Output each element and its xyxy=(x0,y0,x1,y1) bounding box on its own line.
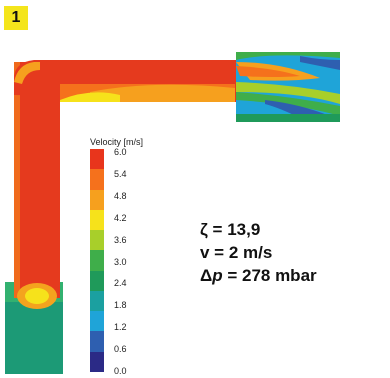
legend-swatch xyxy=(90,351,104,372)
legend-tick-label: 3.6 xyxy=(114,234,127,245)
legend-color-scale xyxy=(90,149,104,372)
legend-tick-label: 4.8 xyxy=(114,190,127,201)
legend-tick-label: 1.2 xyxy=(114,322,127,333)
legend-tick-label: 1.8 xyxy=(114,300,127,311)
legend-swatch xyxy=(90,209,104,231)
legend-swatch xyxy=(90,311,104,332)
legend-swatch xyxy=(90,149,104,170)
legend-tick-label: 0.6 xyxy=(114,344,127,355)
legend-tick-label: 3.0 xyxy=(114,256,127,267)
legend-swatch xyxy=(90,290,104,312)
legend-title: Velocity [m/s] xyxy=(90,137,144,147)
zeta-value: ζ = 13,9 xyxy=(200,220,261,239)
legend-labels: 6.0 5.4 4.8 4.2 3.6 3.0 2.4 1.8 1.2 0.6 0.0 xyxy=(114,147,144,376)
legend-swatch xyxy=(90,230,104,251)
legend-tick-label: 0.0 xyxy=(114,366,127,376)
legend-tick-label: 4.2 xyxy=(114,212,127,223)
results-block: ζ = 13,9 v = 2 m/s Δp = 278 mbar xyxy=(200,218,317,287)
legend-swatch xyxy=(90,270,104,291)
legend-tick-label: 5.4 xyxy=(114,168,127,179)
legend-swatch xyxy=(90,169,104,190)
velocity-value: v = 2 m/s xyxy=(200,243,273,262)
figure-number-badge: 1 xyxy=(4,6,28,30)
legend-tick-label: 6.0 xyxy=(114,147,127,157)
legend-tick-label: 2.4 xyxy=(114,278,127,289)
legend-swatch xyxy=(90,189,104,210)
legend-swatch xyxy=(90,331,104,352)
pressure-drop-value: Δp = 278 mbar xyxy=(200,266,317,285)
legend-swatch xyxy=(90,250,104,271)
